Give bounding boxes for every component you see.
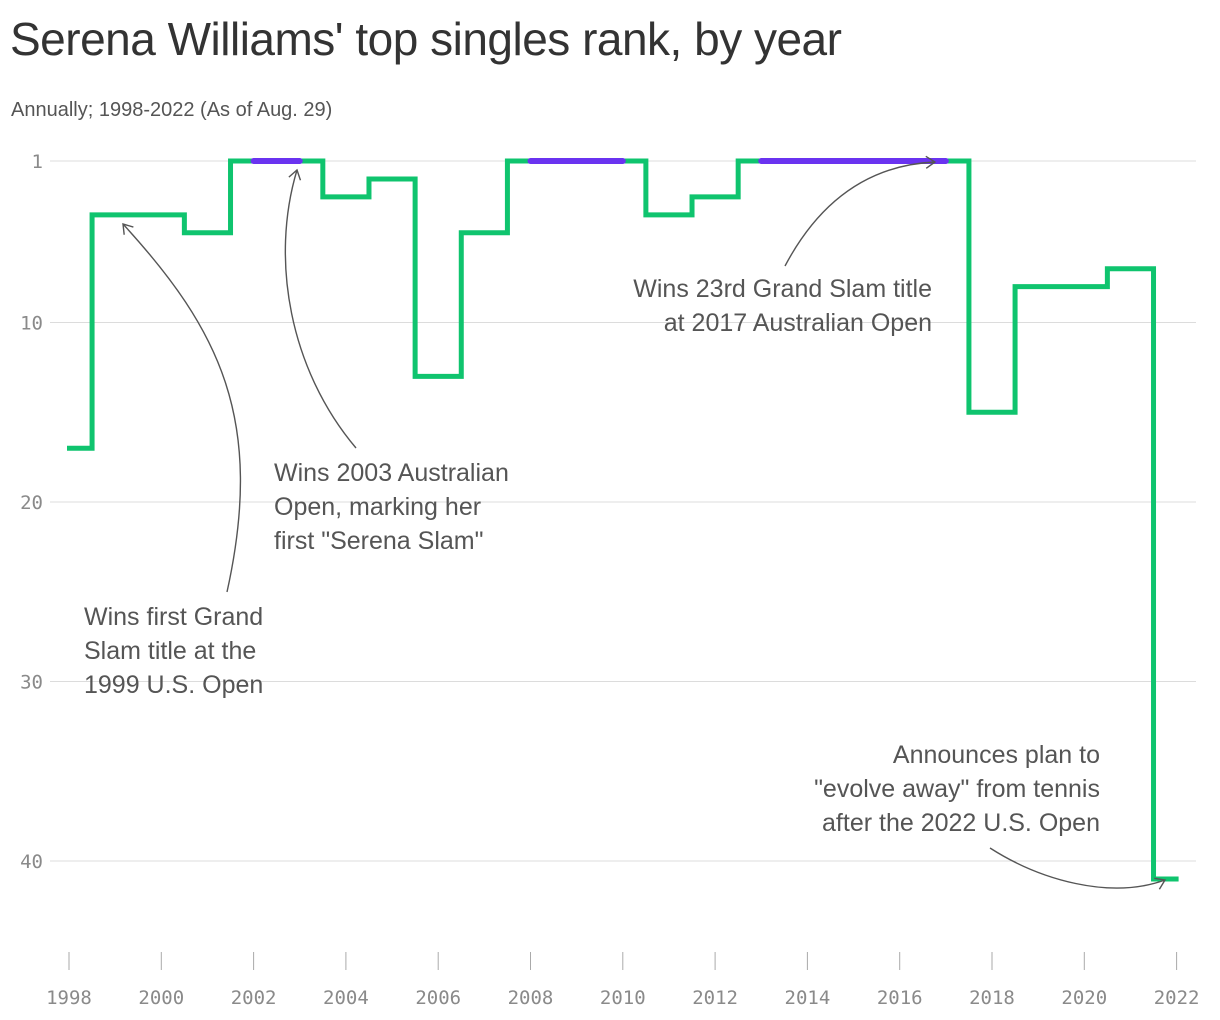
annotation-2: Wins 2003 Australian Open, marking her fir… (274, 459, 509, 555)
annotation-arrow-4 (989, 847, 1166, 889)
annotation-4: Announces plan to "evolve away" from tenn… (814, 741, 1100, 837)
rank-step-line (67, 158, 1179, 882)
annotation-arrow-1 (122, 223, 242, 593)
y-tick-label: 1 (32, 151, 43, 173)
x-tick-label: 2002 (231, 987, 277, 1009)
x-tick-label: 2016 (877, 987, 923, 1009)
annotation-3: Wins 23rd Grand Slam title at 2017 Austra… (633, 275, 932, 337)
chart-subtitle: Annually; 1998-2022 (As of Aug. 29) (11, 99, 333, 121)
y-tick-label: 20 (20, 492, 43, 514)
arrowhead-4 (1154, 877, 1167, 890)
x-tick-label: 1998 (46, 987, 92, 1009)
annotation-1: Wins first Grand Slam title at the 1999 U.… (84, 603, 263, 699)
x-tick-label: 2018 (969, 987, 1015, 1009)
arrowhead-3 (925, 155, 937, 169)
y-tick-label: 30 (20, 672, 43, 694)
arrowhead-1 (122, 223, 134, 235)
annotation-arrow-3 (784, 161, 936, 267)
x-tick-label: 2006 (415, 987, 461, 1009)
x-tick-label: 2020 (1061, 987, 1107, 1009)
x-tick-label: 2000 (138, 987, 184, 1009)
x-tick-label: 2008 (508, 987, 554, 1009)
x-tick-label: 2012 (692, 987, 738, 1009)
chart-title: Serena Williams' top singles rank, by ye… (10, 13, 842, 65)
x-tick-label: 2022 (1154, 987, 1200, 1009)
annotation-arrow-2 (284, 169, 357, 449)
arrowhead-2 (288, 168, 302, 181)
x-tick-label: 2004 (323, 987, 369, 1009)
y-tick-label: 10 (20, 313, 43, 335)
x-tick-label: 2014 (785, 987, 831, 1009)
x-tick-label: 2010 (600, 987, 646, 1009)
y-tick-label: 40 (20, 851, 43, 873)
